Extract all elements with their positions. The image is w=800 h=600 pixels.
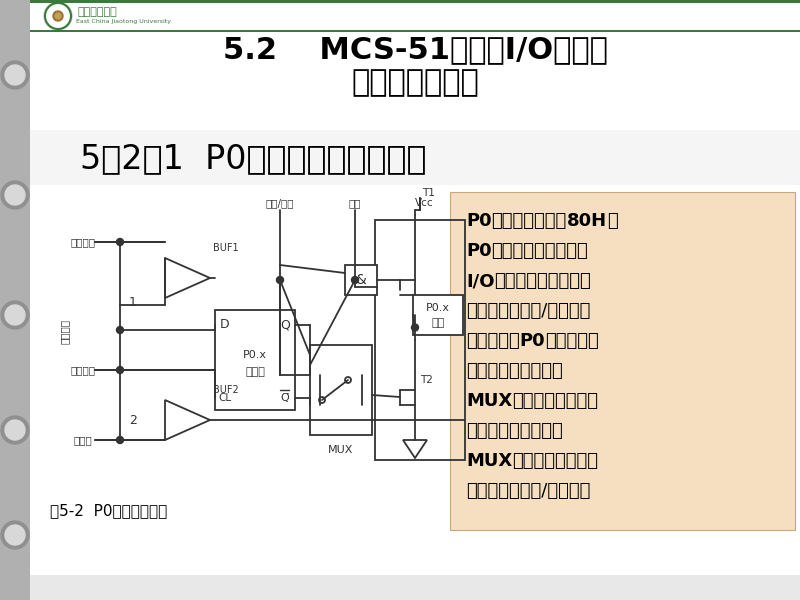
Text: 器输出和地址线/数据线。: 器输出和地址线/数据线。 — [466, 482, 590, 500]
Bar — [345, 265, 377, 295]
Circle shape — [45, 3, 71, 29]
Bar — [215, 310, 295, 410]
Bar — [0, 0, 30, 600]
Bar — [30, 185, 800, 575]
Circle shape — [5, 525, 25, 545]
Text: 口既可以作为通用的: 口既可以作为通用的 — [492, 242, 588, 260]
Text: P0: P0 — [520, 332, 546, 350]
Text: MUX: MUX — [466, 452, 512, 470]
Circle shape — [44, 2, 72, 30]
Circle shape — [117, 367, 123, 373]
Text: P0: P0 — [466, 212, 492, 230]
Text: 80H: 80H — [567, 212, 607, 230]
Text: 有一个多路转换开关: 有一个多路转换开关 — [466, 362, 562, 380]
Circle shape — [5, 65, 25, 85]
Text: 口使用，也可作为单: 口使用，也可作为单 — [494, 272, 591, 290]
Bar — [375, 220, 465, 460]
Text: P0: P0 — [466, 242, 492, 260]
Circle shape — [117, 238, 123, 245]
Circle shape — [277, 277, 283, 283]
Text: 5．2．1  P0口的内部结构及功能: 5．2．1 P0口的内部结构及功能 — [80, 142, 426, 175]
Text: 口的字节地址为: 口的字节地址为 — [492, 212, 567, 230]
Bar — [30, 30, 800, 32]
Bar — [310, 345, 372, 435]
Text: 功能和内部结构: 功能和内部结构 — [351, 68, 479, 97]
Text: P0.x: P0.x — [243, 350, 267, 360]
Text: Q̅: Q̅ — [281, 393, 290, 403]
Text: 引脚: 引脚 — [431, 318, 445, 328]
Text: 可以分别接通锁存: 可以分别接通锁存 — [512, 452, 598, 470]
Text: 片机系统的地址/数据线使: 片机系统的地址/数据线使 — [466, 302, 590, 320]
Text: MUX: MUX — [466, 392, 512, 410]
Circle shape — [1, 301, 29, 329]
Circle shape — [117, 437, 123, 443]
Text: P0.x: P0.x — [426, 303, 450, 313]
Text: BUF1: BUF1 — [213, 243, 238, 253]
Text: 内部总线: 内部总线 — [60, 319, 70, 344]
Circle shape — [351, 277, 358, 283]
Bar — [413, 295, 463, 335]
Text: T2: T2 — [420, 375, 433, 385]
Bar — [450, 192, 795, 530]
Bar — [30, 0, 800, 130]
Circle shape — [1, 181, 29, 209]
Text: 。在内部控制信号: 。在内部控制信号 — [512, 392, 598, 410]
Text: Vcc: Vcc — [415, 198, 434, 208]
Text: &: & — [356, 273, 366, 287]
Circle shape — [55, 13, 61, 19]
Circle shape — [5, 420, 25, 440]
Circle shape — [5, 185, 25, 205]
Circle shape — [1, 61, 29, 89]
Text: 读锁存器: 读锁存器 — [70, 237, 95, 247]
Text: 。: 。 — [607, 212, 618, 230]
Text: 的作用下，多路开关: 的作用下，多路开关 — [466, 422, 562, 440]
Text: 华东交通大学: 华东交通大学 — [78, 7, 118, 17]
Text: 地址/数据: 地址/数据 — [266, 198, 294, 208]
Circle shape — [53, 11, 63, 21]
Text: 图5-2  P0口的位结构图: 图5-2 P0口的位结构图 — [50, 503, 167, 518]
Bar — [30, 130, 800, 185]
Text: 2: 2 — [129, 413, 137, 427]
Circle shape — [411, 324, 418, 331]
Text: Q: Q — [280, 319, 290, 331]
Text: 口的电路中: 口的电路中 — [546, 332, 599, 350]
Text: CL: CL — [218, 393, 231, 403]
Text: 用，所以在: 用，所以在 — [466, 332, 520, 350]
Text: 读引脚: 读引脚 — [74, 435, 92, 445]
Bar — [30, 0, 800, 3]
Text: 写锁存器: 写锁存器 — [70, 365, 95, 375]
Text: 1: 1 — [129, 295, 137, 308]
Text: 锁存器: 锁存器 — [245, 367, 265, 377]
Text: MUX: MUX — [328, 445, 354, 455]
Circle shape — [117, 326, 123, 334]
Text: BUF2: BUF2 — [213, 385, 238, 395]
Circle shape — [5, 305, 25, 325]
Text: East China Jiaotong University: East China Jiaotong University — [76, 19, 171, 24]
Circle shape — [1, 416, 29, 444]
Circle shape — [1, 521, 29, 549]
Text: I/O: I/O — [466, 272, 494, 290]
Text: T1: T1 — [422, 188, 435, 198]
Text: 控制: 控制 — [349, 198, 362, 208]
Text: D: D — [220, 319, 230, 331]
Text: 5.2    MCS-51单片机I/O接口的: 5.2 MCS-51单片机I/O接口的 — [222, 35, 607, 64]
